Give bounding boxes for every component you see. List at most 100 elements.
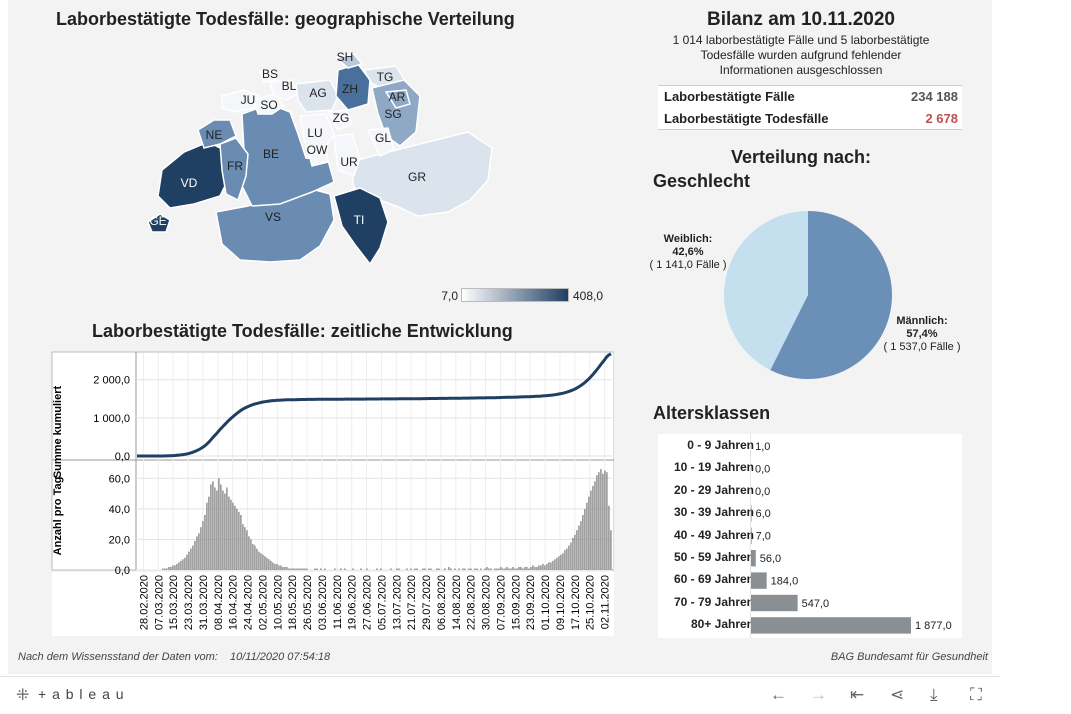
canton-lu[interactable] — [299, 113, 335, 151]
age-bar[interactable] — [751, 527, 752, 544]
daily-bar[interactable] — [202, 521, 204, 570]
daily-bar[interactable] — [504, 568, 506, 570]
daily-bar[interactable] — [352, 568, 354, 570]
daily-bar[interactable] — [284, 566, 286, 570]
daily-bar[interactable] — [254, 545, 256, 570]
daily-bar[interactable] — [406, 568, 408, 570]
daily-bar[interactable] — [552, 560, 554, 570]
daily-bar[interactable] — [300, 568, 302, 570]
daily-bar[interactable] — [584, 508, 586, 570]
daily-bar[interactable] — [168, 566, 170, 570]
daily-bar[interactable] — [238, 511, 240, 570]
redo-icon[interactable]: → — [810, 685, 827, 704]
canton-ti[interactable] — [333, 187, 389, 266]
daily-bar[interactable] — [320, 568, 322, 570]
daily-bar[interactable] — [558, 556, 560, 570]
daily-bar[interactable] — [218, 478, 220, 570]
daily-bar[interactable] — [416, 568, 418, 570]
daily-bar[interactable] — [264, 556, 266, 570]
daily-bar[interactable] — [600, 469, 602, 570]
canton-gl[interactable] — [366, 127, 395, 157]
daily-bar[interactable] — [470, 568, 472, 570]
daily-bar[interactable] — [516, 568, 518, 570]
daily-bar[interactable] — [578, 525, 580, 570]
daily-bar[interactable] — [528, 568, 530, 570]
daily-bar[interactable] — [270, 560, 272, 570]
daily-bar[interactable] — [258, 551, 260, 570]
daily-bar[interactable] — [286, 566, 288, 570]
daily-bar[interactable] — [474, 568, 476, 570]
daily-bar[interactable] — [464, 568, 466, 570]
daily-bar[interactable] — [500, 566, 502, 570]
daily-bar[interactable] — [192, 545, 194, 570]
canton-ge[interactable] — [147, 213, 171, 233]
daily-bar[interactable] — [590, 490, 592, 570]
canton-ur[interactable] — [333, 133, 361, 177]
daily-bar[interactable] — [294, 568, 296, 570]
daily-bar[interactable] — [334, 568, 336, 570]
daily-bar[interactable] — [398, 568, 400, 570]
daily-bar[interactable] — [298, 568, 300, 570]
daily-bar[interactable] — [236, 508, 238, 570]
daily-bar[interactable] — [340, 568, 342, 570]
daily-bar[interactable] — [548, 562, 550, 570]
daily-bar[interactable] — [596, 475, 598, 570]
daily-bar[interactable] — [602, 473, 604, 570]
daily-bar[interactable] — [290, 568, 292, 570]
daily-bar[interactable] — [544, 565, 546, 570]
daily-bar[interactable] — [592, 485, 594, 570]
daily-bar[interactable] — [582, 514, 584, 570]
daily-bar[interactable] — [458, 568, 460, 570]
daily-bar[interactable] — [496, 568, 498, 570]
daily-bar[interactable] — [524, 566, 526, 570]
daily-bar[interactable] — [428, 568, 430, 570]
daily-bar[interactable] — [554, 559, 556, 570]
daily-bar[interactable] — [580, 521, 582, 570]
daily-bar[interactable] — [514, 568, 516, 570]
canton-ar[interactable] — [384, 89, 411, 109]
daily-bar[interactable] — [222, 490, 224, 570]
daily-bar[interactable] — [166, 568, 168, 570]
daily-bar[interactable] — [396, 568, 398, 570]
daily-bar[interactable] — [556, 557, 558, 570]
daily-bar[interactable] — [454, 568, 456, 570]
daily-bar[interactable] — [256, 548, 258, 570]
undo-icon[interactable]: ← — [770, 685, 787, 704]
daily-bar[interactable] — [302, 568, 304, 570]
daily-bar[interactable] — [376, 568, 378, 570]
canton-zg[interactable] — [326, 109, 353, 131]
daily-bar[interactable] — [540, 565, 542, 570]
canton-ow[interactable] — [307, 147, 329, 167]
revert-icon[interactable]: ⇤ — [850, 685, 865, 704]
canton-sh[interactable] — [334, 53, 364, 69]
daily-bar[interactable] — [488, 568, 490, 570]
daily-bar[interactable] — [598, 472, 600, 570]
daily-bar[interactable] — [506, 566, 508, 570]
daily-bar[interactable] — [572, 537, 574, 570]
daily-bar[interactable] — [574, 534, 576, 570]
daily-bar[interactable] — [360, 568, 362, 570]
daily-bar[interactable] — [174, 565, 176, 570]
daily-bar[interactable] — [564, 550, 566, 570]
daily-bar[interactable] — [178, 562, 180, 570]
daily-bar[interactable] — [188, 551, 190, 570]
age-bar[interactable] — [751, 594, 798, 612]
daily-bar[interactable] — [562, 553, 564, 570]
daily-bar[interactable] — [266, 557, 268, 570]
daily-bar[interactable] — [498, 568, 500, 570]
daily-bar[interactable] — [268, 559, 270, 570]
daily-bar[interactable] — [588, 496, 590, 570]
daily-bar[interactable] — [560, 554, 562, 570]
pie-slice-female[interactable] — [724, 211, 808, 371]
daily-bar[interactable] — [230, 499, 232, 570]
daily-bar[interactable] — [480, 568, 482, 570]
daily-bar[interactable] — [546, 563, 548, 570]
daily-bar[interactable] — [274, 563, 276, 570]
gender-pie[interactable] — [708, 205, 908, 385]
daily-bar[interactable] — [242, 524, 244, 570]
daily-bar[interactable] — [164, 568, 166, 570]
canton-ne[interactable] — [197, 119, 237, 149]
daily-bar[interactable] — [522, 568, 524, 570]
daily-bar[interactable] — [380, 568, 382, 570]
daily-bar[interactable] — [198, 533, 200, 570]
